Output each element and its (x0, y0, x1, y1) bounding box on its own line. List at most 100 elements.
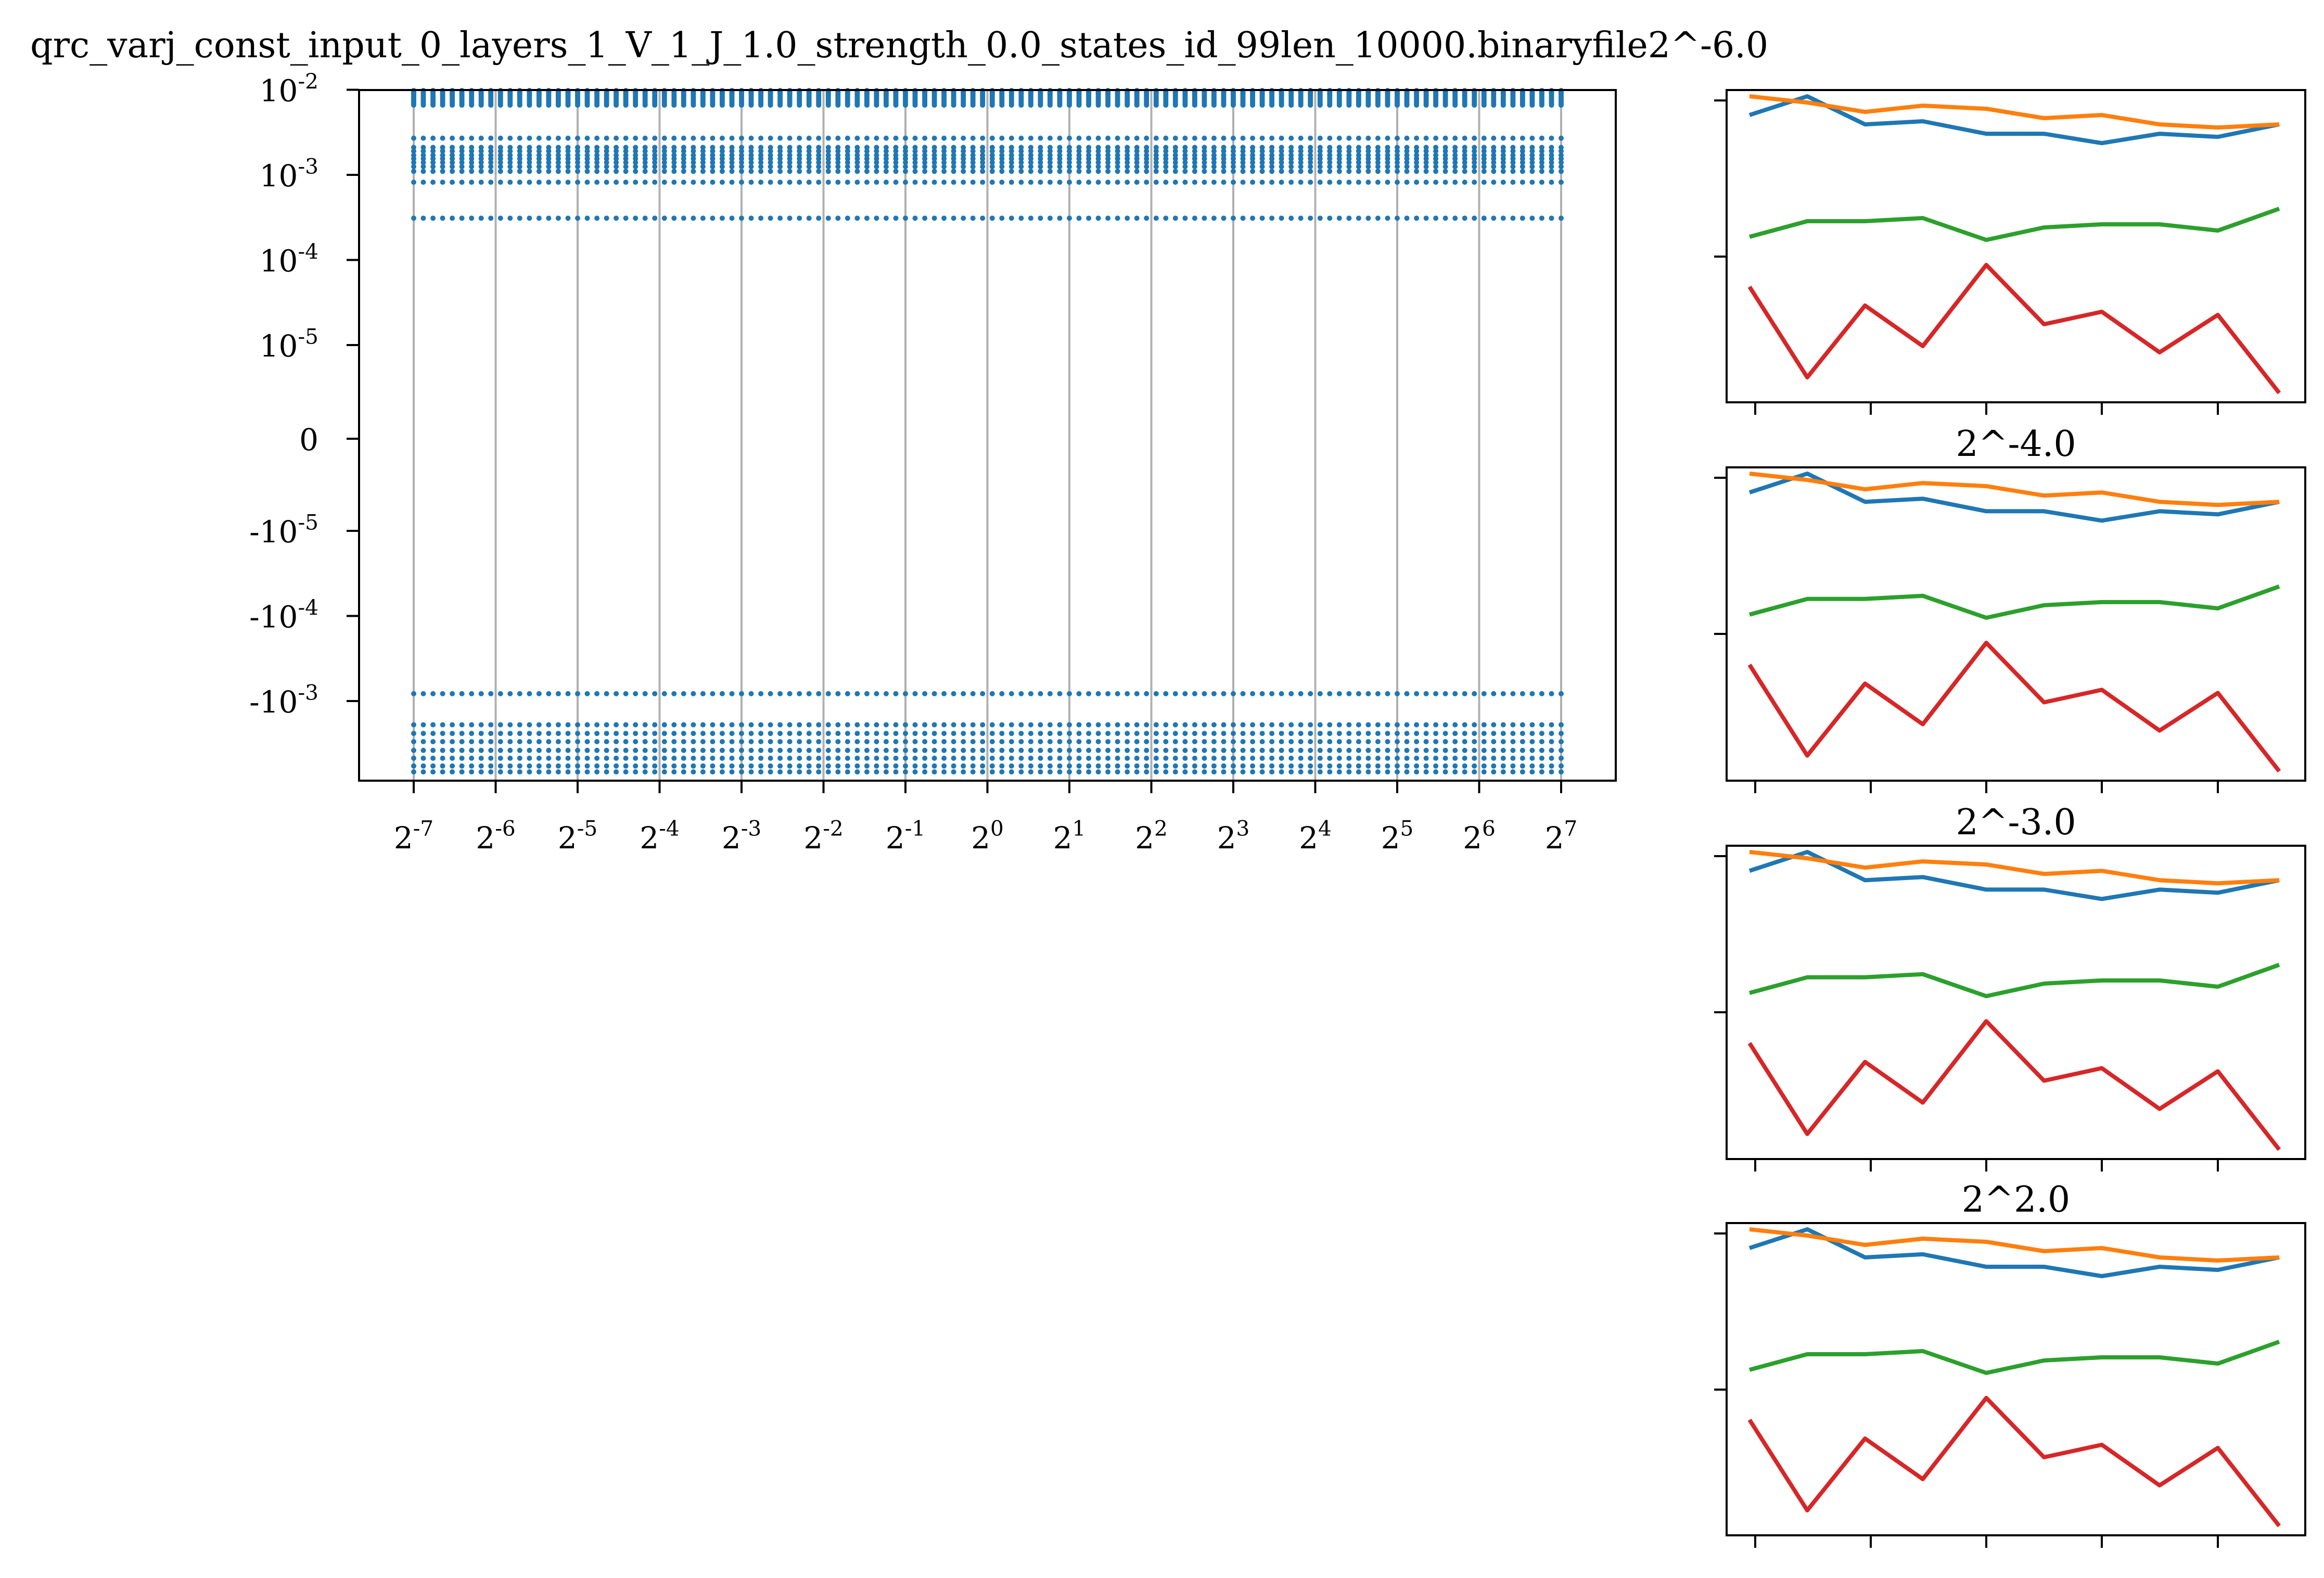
scatter-point (748, 722, 754, 728)
scatter-point (604, 156, 609, 161)
scatter-point (1259, 180, 1265, 185)
scatter-point (497, 103, 503, 108)
scatter-point (1317, 160, 1323, 166)
scatter-point (642, 169, 648, 174)
scatter-point (1018, 103, 1024, 108)
scatter-point (642, 769, 648, 775)
series-line-red (1747, 1396, 2281, 1528)
scatter-point (430, 747, 436, 753)
scatter-point (874, 148, 879, 154)
scatter-point (989, 180, 995, 185)
scatter-point (874, 747, 879, 753)
scatter-point (1472, 722, 1477, 728)
scatter-point (642, 180, 648, 185)
scatter-point (1423, 180, 1429, 185)
scatter-point (1086, 148, 1092, 154)
scatter-point (1057, 691, 1063, 696)
scatter-point (883, 755, 889, 761)
scatter-point (1327, 160, 1333, 166)
scatter-point (1356, 755, 1361, 761)
scatter-point (411, 763, 416, 769)
scatter-point (652, 169, 658, 174)
scatter-point (1472, 769, 1477, 775)
scatter-point (922, 763, 928, 769)
scatter-point (1125, 169, 1130, 174)
scatter-point (922, 691, 928, 696)
scatter-point (1298, 156, 1304, 161)
scatter-point (1047, 135, 1053, 141)
scatter-point (420, 763, 426, 769)
scatter-point (652, 135, 658, 141)
scatter-point (797, 722, 802, 728)
scatter-point (951, 169, 956, 174)
scatter-point (874, 156, 879, 161)
scatter-point (604, 180, 609, 185)
scatter-point (1442, 103, 1448, 108)
scatter-point (1423, 722, 1429, 728)
scatter-point (1076, 722, 1082, 728)
scatter-point (1018, 731, 1024, 736)
scatter-point (1028, 691, 1033, 696)
scatter-point (469, 180, 475, 185)
scatter-point (1008, 103, 1014, 108)
scatter-point (633, 722, 639, 728)
scatter-point (825, 103, 831, 108)
scatter-point (507, 691, 513, 696)
scatter-point (768, 691, 773, 696)
scatter-point (1269, 739, 1275, 744)
scatter-point (1500, 731, 1506, 736)
scatter-point (1327, 148, 1333, 154)
scatter-point (1231, 755, 1236, 761)
series-line-blue (1748, 850, 2280, 901)
scatter-point (1134, 180, 1140, 185)
scatter-point (536, 731, 542, 736)
scatter-point (1095, 160, 1101, 166)
scatter-point (478, 763, 484, 769)
scatter-point (1452, 691, 1458, 696)
scatter-point (1172, 722, 1178, 728)
scatter-point (517, 145, 522, 150)
scatter-point (1395, 164, 1400, 170)
scatter-point (710, 769, 716, 775)
scatter-point (768, 164, 773, 170)
scatter-point (1008, 763, 1014, 769)
scatter-point (1327, 747, 1333, 753)
scatter-point (1423, 747, 1429, 753)
scatter-point (1356, 747, 1361, 753)
scatter-point (854, 731, 860, 736)
x-tick-label: 21 (1053, 816, 1086, 856)
scatter-point (1153, 148, 1159, 154)
scatter-point (1539, 145, 1544, 150)
scatter-point (1414, 739, 1420, 744)
scatter-point (623, 739, 629, 744)
scatter-point (825, 180, 831, 185)
scatter-point (854, 747, 860, 753)
scatter-point (912, 731, 918, 736)
scatter-point (633, 755, 639, 761)
scatter-point (1115, 103, 1120, 108)
scatter-point (1144, 215, 1150, 221)
scatter-point (1356, 691, 1361, 696)
scatter-point (1028, 180, 1033, 185)
scatter-point (1549, 755, 1554, 761)
scatter-point (1433, 755, 1439, 761)
scatter-point (719, 769, 725, 775)
scatter-point (430, 145, 436, 150)
scatter-point (584, 164, 590, 170)
scatter-point (527, 160, 532, 166)
scatter-point (797, 145, 802, 150)
scatter-point (777, 156, 783, 161)
scatter-point (488, 731, 494, 736)
scatter-point (777, 160, 783, 166)
scatter-point (1472, 169, 1477, 174)
scatter-point (691, 763, 696, 769)
scatter-point (874, 169, 879, 174)
scatter-point (1115, 763, 1120, 769)
scatter-point (1163, 722, 1169, 728)
scatter-point (989, 160, 995, 166)
scatter-point (1298, 169, 1304, 174)
scatter-point (1385, 739, 1390, 744)
scatter-point (903, 180, 908, 185)
scatter-point (806, 763, 812, 769)
scatter-point (816, 755, 822, 761)
